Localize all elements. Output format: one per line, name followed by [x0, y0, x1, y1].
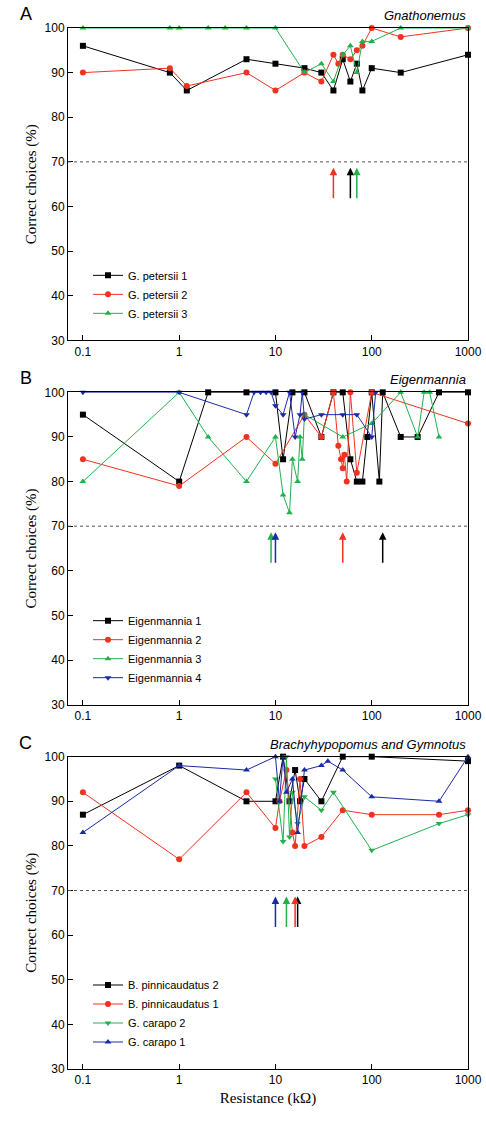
svg-text:Correct choices (%): Correct choices (%) [23, 124, 40, 244]
svg-text:Correct choices (%): Correct choices (%) [23, 853, 40, 973]
svg-text:G. petersii 3: G. petersii 3 [128, 308, 187, 320]
svg-text:Brachyhypopomus and Gymnotus: Brachyhypopomus and Gymnotus [270, 737, 466, 752]
svg-text:B. pinnicaudatus 1: B. pinnicaudatus 1 [128, 998, 219, 1010]
svg-text:G. petersii 1: G. petersii 1 [128, 270, 187, 282]
svg-text:0.1: 0.1 [75, 1073, 92, 1087]
svg-text:40: 40 [51, 653, 65, 667]
svg-text:0.1: 0.1 [75, 345, 92, 359]
svg-text:1000: 1000 [455, 709, 482, 723]
svg-text:100: 100 [45, 386, 65, 400]
svg-text:70: 70 [51, 884, 65, 898]
svg-text:1000: 1000 [455, 345, 482, 359]
svg-text:40: 40 [51, 1018, 65, 1032]
svg-text:Eigenmannia 4: Eigenmannia 4 [128, 672, 201, 684]
svg-text:100: 100 [362, 345, 382, 359]
svg-text:80: 80 [51, 110, 65, 124]
svg-text:90: 90 [51, 794, 65, 808]
svg-text:0.1: 0.1 [75, 709, 92, 723]
svg-text:G. petersii 2: G. petersii 2 [128, 289, 187, 301]
svg-text:100: 100 [45, 750, 65, 764]
svg-text:100: 100 [362, 1073, 382, 1087]
svg-text:30: 30 [51, 334, 65, 348]
svg-text:1: 1 [176, 709, 183, 723]
svg-text:50: 50 [51, 973, 65, 987]
svg-text:40: 40 [51, 289, 65, 303]
svg-text:C: C [19, 733, 32, 753]
svg-text:B. pinnicaudatus 2: B. pinnicaudatus 2 [128, 979, 219, 991]
svg-text:70: 70 [51, 519, 65, 533]
svg-text:G. carapo 1: G. carapo 1 [128, 1036, 185, 1048]
svg-text:90: 90 [51, 430, 65, 444]
svg-text:30: 30 [51, 1062, 65, 1076]
svg-text:90: 90 [51, 66, 65, 80]
svg-text:A: A [20, 4, 32, 24]
svg-text:100: 100 [45, 21, 65, 35]
svg-text:50: 50 [51, 244, 65, 258]
svg-text:B: B [20, 368, 32, 388]
svg-text:60: 60 [51, 564, 65, 578]
svg-text:1: 1 [176, 345, 183, 359]
svg-text:100: 100 [362, 709, 382, 723]
svg-text:Eigenmannia 2: Eigenmannia 2 [128, 634, 201, 646]
svg-text:70: 70 [51, 155, 65, 169]
svg-text:10: 10 [269, 1073, 283, 1087]
svg-text:1: 1 [176, 1073, 183, 1087]
svg-text:10: 10 [269, 709, 283, 723]
svg-text:60: 60 [51, 200, 65, 214]
svg-text:Gnathonemus: Gnathonemus [384, 8, 466, 23]
svg-text:50: 50 [51, 609, 65, 623]
svg-text:1000: 1000 [455, 1073, 482, 1087]
svg-text:G. carapo 2: G. carapo 2 [128, 1017, 185, 1029]
svg-text:80: 80 [51, 475, 65, 489]
svg-text:80: 80 [51, 839, 65, 853]
svg-text:10: 10 [269, 345, 283, 359]
svg-text:Eigenmannia 1: Eigenmannia 1 [128, 615, 201, 627]
svg-text:30: 30 [51, 698, 65, 712]
svg-text:Correct choices (%): Correct choices (%) [23, 489, 40, 609]
svg-text:Resistance (kΩ): Resistance (kΩ) [220, 1090, 317, 1107]
svg-text:Eigenmannia: Eigenmannia [390, 372, 466, 387]
svg-text:60: 60 [51, 928, 65, 942]
svg-text:Eigenmannia 3: Eigenmannia 3 [128, 653, 201, 665]
